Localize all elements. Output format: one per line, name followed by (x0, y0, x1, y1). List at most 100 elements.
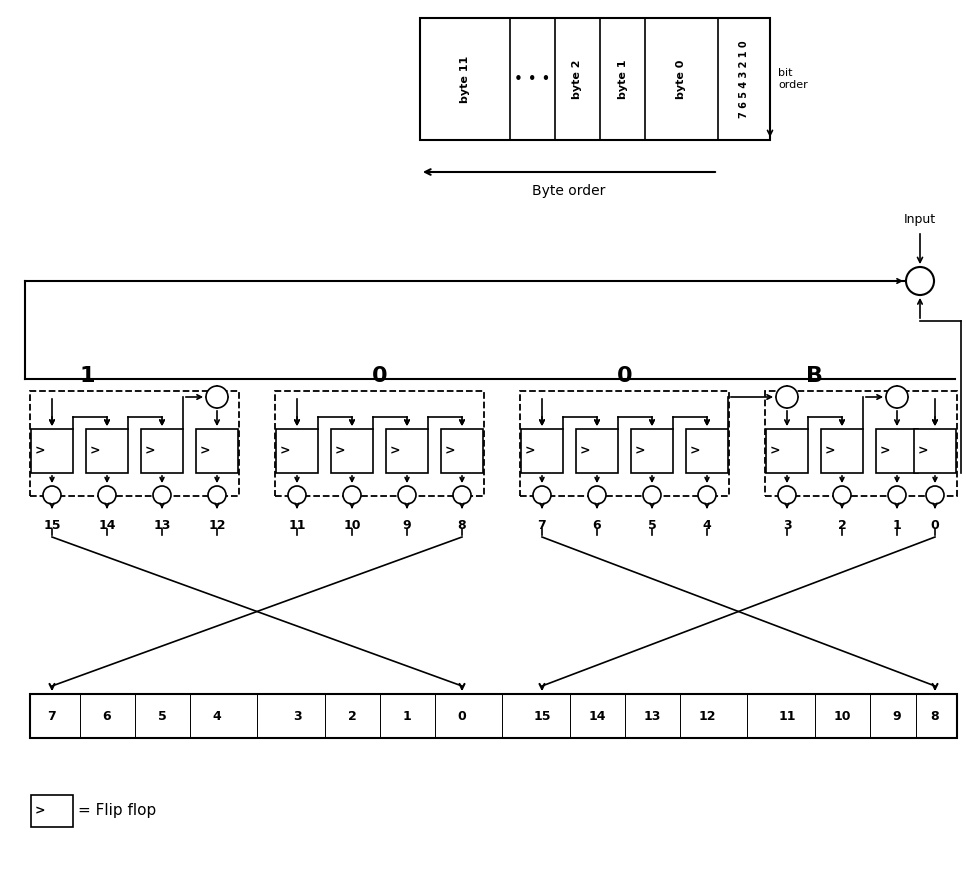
Text: 10: 10 (343, 519, 360, 532)
Bar (686, 429, 728, 473)
Text: 14: 14 (99, 519, 116, 532)
Circle shape (208, 486, 226, 504)
Text: >: > (918, 445, 928, 457)
Circle shape (206, 386, 228, 408)
Text: >: > (200, 445, 211, 457)
Bar (576, 429, 618, 473)
Bar (86, 429, 128, 473)
Text: 8: 8 (930, 709, 939, 722)
Bar (876, 429, 918, 473)
Circle shape (533, 486, 551, 504)
Text: 6: 6 (102, 709, 111, 722)
Text: >: > (580, 445, 590, 457)
Text: 10: 10 (834, 709, 851, 722)
Circle shape (776, 386, 798, 408)
Bar (631, 429, 673, 473)
Text: 13: 13 (643, 709, 661, 722)
Text: • • •: • • • (514, 71, 551, 86)
Circle shape (833, 486, 851, 504)
Text: byte 2: byte 2 (573, 59, 582, 99)
Circle shape (153, 486, 171, 504)
Text: 9: 9 (893, 709, 901, 722)
Text: >: > (90, 445, 100, 457)
Text: >: > (690, 445, 700, 457)
Bar (276, 429, 318, 473)
Text: >: > (880, 445, 891, 457)
Bar (31, 795, 73, 827)
Text: 12: 12 (698, 709, 716, 722)
Circle shape (698, 486, 716, 504)
Text: byte 1: byte 1 (617, 59, 628, 99)
Circle shape (643, 486, 661, 504)
Bar (520, 391, 729, 496)
Text: 4: 4 (702, 519, 711, 532)
Text: 14: 14 (588, 709, 606, 722)
Bar (141, 429, 183, 473)
Text: >: > (35, 804, 45, 818)
Text: 3: 3 (782, 519, 791, 532)
Text: 12: 12 (209, 519, 226, 532)
Text: 8: 8 (458, 519, 467, 532)
Circle shape (886, 386, 908, 408)
Circle shape (343, 486, 361, 504)
Text: >: > (145, 445, 156, 457)
Text: >: > (390, 445, 401, 457)
Bar (275, 391, 484, 496)
Bar (30, 391, 239, 496)
Text: 2: 2 (348, 709, 356, 722)
Text: >: > (35, 445, 45, 457)
Bar (914, 429, 956, 473)
Text: 4: 4 (213, 709, 221, 722)
Text: 15: 15 (43, 519, 61, 532)
Text: = Flip flop: = Flip flop (78, 803, 156, 818)
Text: 13: 13 (154, 519, 171, 532)
Text: 1: 1 (893, 519, 901, 532)
Bar (420, 18, 770, 140)
Bar (521, 429, 563, 473)
Circle shape (288, 486, 306, 504)
Text: >: > (280, 445, 291, 457)
Text: >: > (770, 445, 781, 457)
Circle shape (926, 486, 944, 504)
Text: 1: 1 (79, 366, 95, 386)
Text: 7 6 5 4 3 2 1 0: 7 6 5 4 3 2 1 0 (739, 41, 749, 118)
Text: 1: 1 (403, 709, 412, 722)
Circle shape (43, 486, 61, 504)
Bar (765, 391, 957, 496)
Text: byte 0: byte 0 (676, 59, 687, 99)
Text: 0: 0 (930, 519, 939, 532)
Text: 15: 15 (533, 709, 551, 722)
Text: 0: 0 (458, 709, 467, 722)
Text: Byte order: Byte order (532, 184, 606, 198)
Text: 0: 0 (616, 366, 633, 386)
Text: >: > (825, 445, 836, 457)
Text: Input: Input (904, 213, 936, 226)
Text: 7: 7 (538, 519, 547, 532)
Text: 11: 11 (779, 709, 796, 722)
Text: bit
order: bit order (778, 68, 808, 90)
Text: 0: 0 (372, 366, 387, 386)
Text: 7: 7 (47, 709, 56, 722)
Bar (386, 429, 428, 473)
Bar (30, 694, 957, 738)
Circle shape (888, 486, 906, 504)
Bar (821, 429, 863, 473)
Circle shape (906, 267, 934, 295)
Bar (31, 429, 73, 473)
Circle shape (453, 486, 471, 504)
Circle shape (778, 486, 796, 504)
Circle shape (98, 486, 116, 504)
Text: B: B (806, 366, 823, 386)
Text: 5: 5 (647, 519, 656, 532)
Text: byte 11: byte 11 (460, 56, 470, 102)
Circle shape (588, 486, 606, 504)
Text: >: > (635, 445, 645, 457)
Bar (196, 429, 238, 473)
Text: 6: 6 (593, 519, 601, 532)
Bar (766, 429, 808, 473)
Text: 2: 2 (838, 519, 846, 532)
Circle shape (398, 486, 416, 504)
Text: >: > (445, 445, 456, 457)
Text: >: > (525, 445, 535, 457)
Text: >: > (335, 445, 346, 457)
